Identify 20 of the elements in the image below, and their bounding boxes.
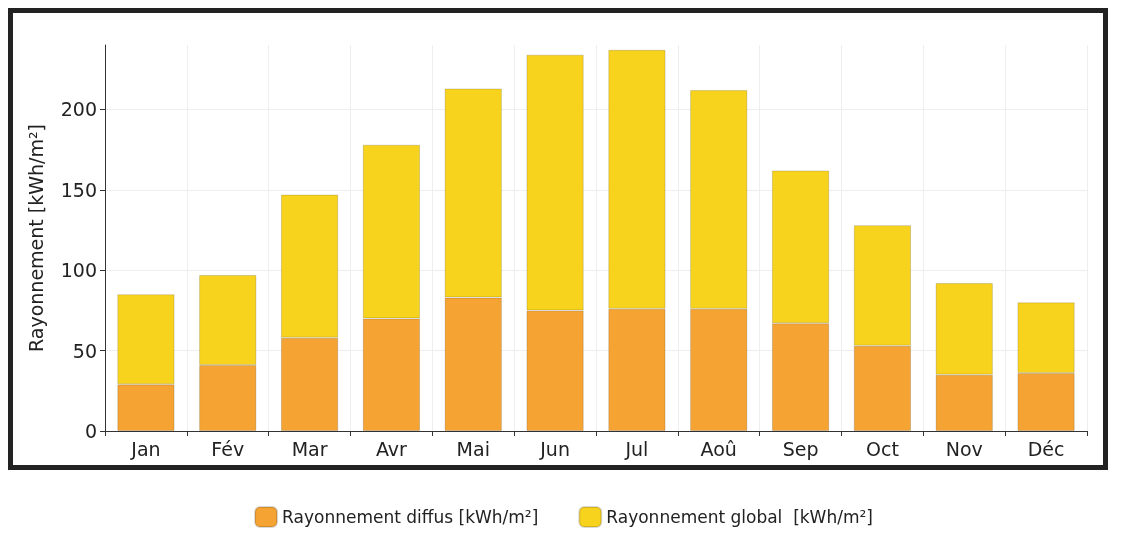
x-tick-label: Aoû <box>700 437 737 460</box>
y-tick-label: 200 <box>60 98 97 121</box>
x-tick-label: Avr <box>375 437 408 460</box>
y-tick-label: 100 <box>60 259 97 282</box>
x-tick-label: Jan <box>130 437 161 460</box>
x-tick-label: Jun <box>539 437 570 460</box>
x-tick-label: Mai <box>456 437 490 460</box>
y-tick-label: 0 <box>84 420 97 442</box>
x-tick-label: Nov <box>945 437 983 460</box>
legend-label: Rayonnement diffus [kWh/m²] <box>282 507 539 527</box>
y-axis-title: Rayonnement [kWh/m²] <box>24 124 47 352</box>
x-tick-label: Déc <box>1027 437 1065 460</box>
x-tick-label: Jul <box>624 437 649 460</box>
y-tick-label: 50 <box>72 339 97 362</box>
legend-label: Rayonnement global [kWh/m²] <box>606 507 873 527</box>
x-tick-label: Oct <box>865 437 899 460</box>
y-tick-label: 150 <box>60 178 97 201</box>
x-tick-label: Mar <box>291 437 328 460</box>
x-tick-label: Fév <box>211 437 245 460</box>
x-tick-label: Sep <box>782 437 819 460</box>
